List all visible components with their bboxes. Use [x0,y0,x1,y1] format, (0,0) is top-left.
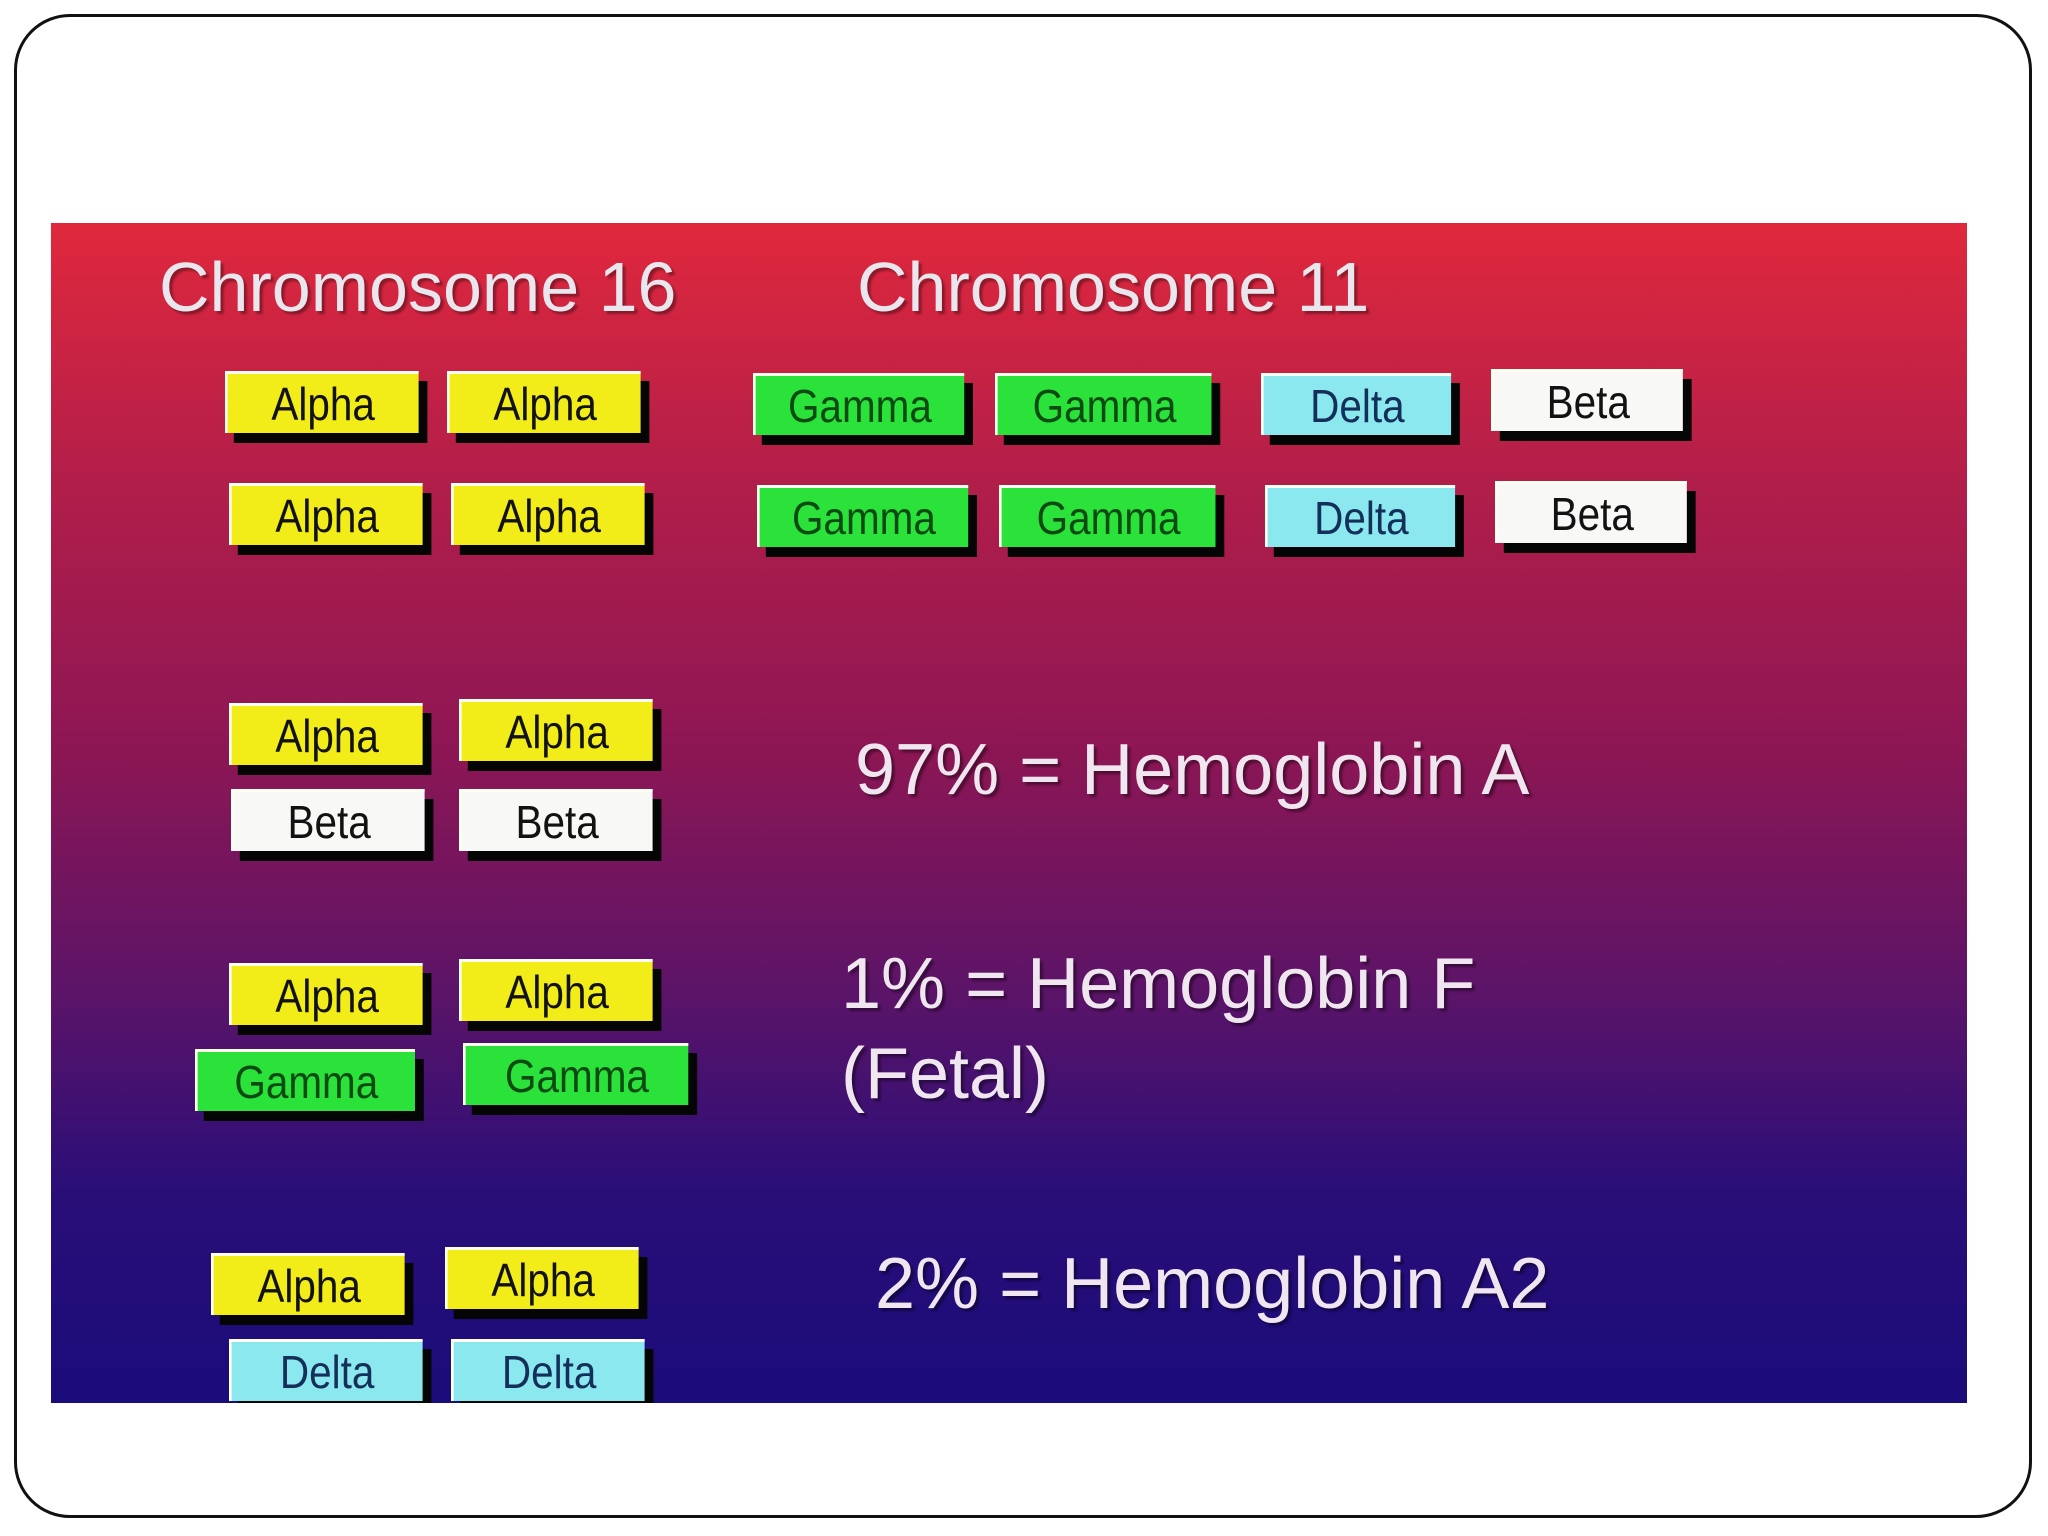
hbf-gamma-chain: Gamma [195,1049,415,1111]
chr11-beta-gene: Beta [1495,481,1687,543]
chr11-gamma-gene: Gamma [757,485,969,547]
chr11-gamma-gene: Gamma [753,373,965,435]
hemoglobin-genes-slide: Chromosome 16 Chromosome 11 Alpha Alpha … [51,223,1967,1403]
fetal-label: (Fetal) [841,1034,1050,1114]
hba-beta-chain: Beta [459,789,653,851]
hemoglobin-a2-label: 2% = Hemoglobin A2 [875,1244,1550,1324]
slide-frame [14,14,2032,1518]
hba-alpha-chain: Alpha [229,703,423,765]
hemoglobin-a-label: 97% = Hemoglobin A [855,730,1530,810]
chr11-gamma-gene: Gamma [995,373,1212,435]
hbf-alpha-chain: Alpha [459,959,653,1021]
chr11-beta-gene: Beta [1491,369,1683,431]
hba2-alpha-chain: Alpha [211,1253,405,1315]
hbf-alpha-chain: Alpha [229,963,423,1025]
hbf-gamma-chain: Gamma [463,1043,689,1105]
chromosome-16-heading: Chromosome 16 [159,248,677,326]
hba2-delta-chain: Delta [451,1339,645,1401]
hba2-alpha-chain: Alpha [445,1247,639,1309]
hemoglobin-f-label: 1% = Hemoglobin F [841,944,1476,1024]
chr16-alpha-gene: Alpha [447,371,641,433]
hba-beta-chain: Beta [231,789,425,851]
hba-alpha-chain: Alpha [459,699,653,761]
chr11-gamma-gene: Gamma [999,485,1216,547]
chr11-delta-gene: Delta [1261,373,1452,435]
chr16-alpha-gene: Alpha [451,483,645,545]
chromosome-11-heading: Chromosome 11 [857,248,1370,326]
chr11-delta-gene: Delta [1265,485,1456,547]
chr16-alpha-gene: Alpha [225,371,419,433]
chr16-alpha-gene: Alpha [229,483,423,545]
hba2-delta-chain: Delta [229,1339,423,1401]
